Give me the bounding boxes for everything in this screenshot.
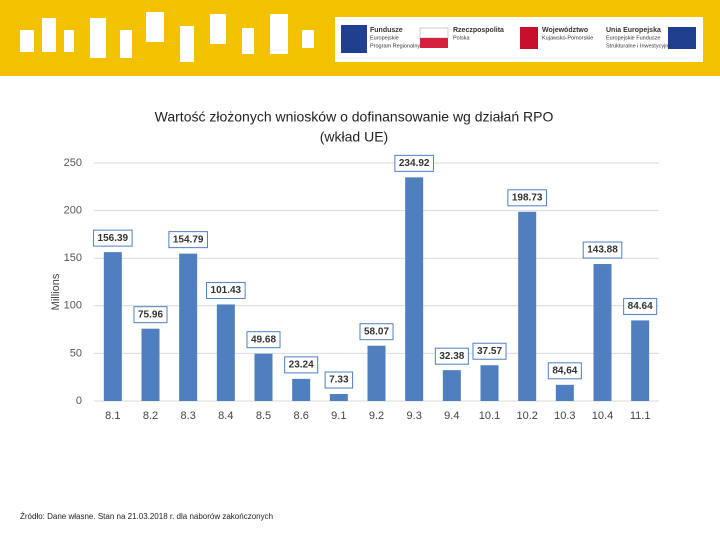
bar — [631, 320, 650, 401]
data-label-box — [394, 154, 434, 172]
logo-text: Europejskie Fundusze — [606, 35, 660, 41]
data-label-box — [507, 189, 547, 207]
bar — [292, 378, 311, 401]
data-label: 23.24 — [289, 360, 314, 371]
data-label-box — [359, 323, 394, 341]
y-tick-label: 50 — [70, 347, 82, 359]
bar — [329, 394, 348, 401]
data-label: 154.79 — [173, 234, 204, 245]
logo-text: Program Regionalny — [370, 43, 420, 49]
data-label: 101.43 — [211, 285, 242, 296]
bar — [216, 304, 235, 401]
data-label: 49.68 — [251, 334, 276, 345]
chart-title: Wartość złożonych wniosków o dofinansowa… — [155, 109, 554, 125]
logo-text: Europejskie — [370, 35, 399, 41]
logo-eu — [668, 27, 696, 49]
data-label-box — [133, 306, 168, 324]
y-tick-label: 150 — [64, 252, 82, 264]
bar — [442, 370, 461, 401]
data-label-box — [324, 371, 354, 389]
x-tick-label: 9.2 — [369, 410, 384, 422]
logo-kp — [520, 27, 538, 49]
bar — [518, 211, 537, 401]
x-tick-label: 11.1 — [630, 410, 651, 422]
bar — [254, 353, 273, 401]
bar — [367, 345, 386, 401]
x-tick-label: 9.1 — [331, 410, 346, 422]
logo-fe — [341, 25, 367, 53]
data-label-box — [434, 347, 469, 365]
data-label-box — [206, 281, 246, 299]
data-label-box — [623, 297, 658, 315]
logo-text: Unia Europejska — [606, 27, 661, 34]
bar — [103, 252, 122, 401]
bar — [405, 177, 424, 401]
logo-text: Rzeczpospolita — [453, 27, 504, 34]
y-tick-label: 250 — [64, 157, 82, 169]
bar — [480, 365, 499, 401]
logo-text: Polska — [453, 35, 470, 41]
data-label-box — [246, 331, 281, 349]
logo-text: Województwo — [542, 27, 588, 34]
data-label: 84.64 — [628, 301, 653, 312]
x-tick-label: 8.4 — [218, 410, 233, 422]
header-decoration — [20, 12, 314, 62]
annotation: 84,64 — [552, 365, 577, 376]
y-tick-label: 0 — [76, 395, 82, 407]
y-tick-label: 200 — [64, 205, 82, 217]
data-label: 156.39 — [98, 233, 129, 244]
bar — [141, 328, 160, 401]
data-label: 234.92 — [399, 158, 430, 169]
logo-strip — [335, 17, 703, 62]
x-tick-label: 8.6 — [294, 410, 309, 422]
x-tick-label: 8.5 — [256, 410, 271, 422]
flag-red — [420, 38, 448, 48]
data-label: 143.88 — [587, 245, 618, 256]
flag-white — [419, 27, 449, 39]
annotation-box — [547, 362, 582, 380]
y-axis-label: Millions — [50, 273, 62, 310]
x-tick-label: 10.2 — [516, 410, 537, 422]
x-tick-label: 8.1 — [105, 410, 120, 422]
logo-text: Kujawsko-Pomorskie — [542, 35, 593, 41]
x-tick-label: 10.3 — [554, 410, 575, 422]
x-tick-label: 9.4 — [444, 410, 459, 422]
bar — [593, 264, 612, 401]
data-label-box — [472, 342, 507, 360]
bar — [555, 384, 574, 401]
data-label-box — [284, 356, 319, 374]
data-label: 32.38 — [439, 351, 464, 362]
x-tick-label: 9.3 — [407, 410, 422, 422]
chart-title: (wkład UE) — [320, 129, 388, 145]
x-tick-label: 8.3 — [181, 410, 196, 422]
logo-text: Strukturalne i Inwestycyjne — [606, 43, 671, 49]
data-label: 198.73 — [512, 192, 543, 203]
data-label-box — [582, 241, 623, 259]
logo-text: Fundusze — [370, 27, 403, 34]
x-tick-label: 10.1 — [479, 410, 500, 422]
data-label: 7.33 — [329, 375, 349, 386]
x-tick-label: 10.4 — [592, 410, 613, 422]
y-tick-label: 100 — [64, 300, 82, 312]
source-note: Źródło: Dane własne. Stan na 21.03.2018 … — [20, 512, 273, 521]
data-label: 58.07 — [364, 326, 389, 337]
data-label: 75.96 — [138, 309, 163, 320]
bar — [179, 253, 198, 401]
x-tick-label: 8.2 — [143, 410, 158, 422]
data-label: 37.57 — [477, 346, 502, 357]
data-label-box — [168, 231, 208, 249]
data-label-box — [93, 229, 133, 247]
